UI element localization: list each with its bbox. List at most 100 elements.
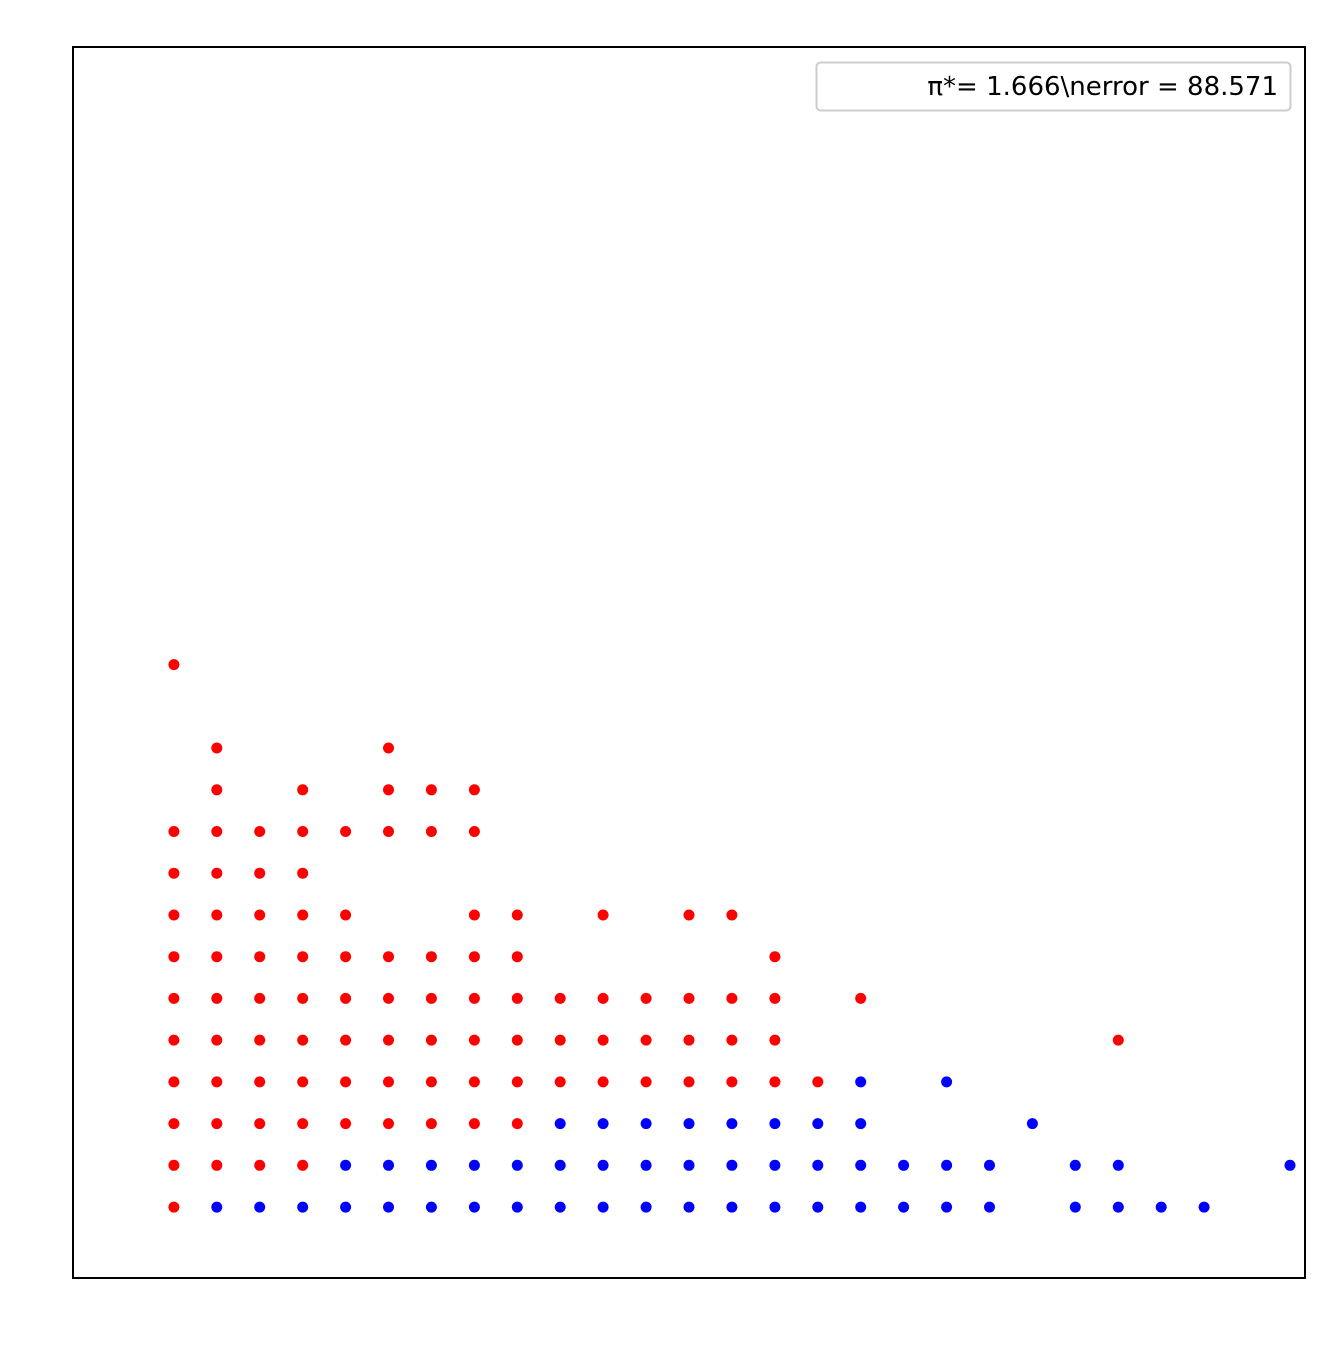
scatter-point (640, 1034, 652, 1046)
scatter-point (383, 1159, 394, 1171)
scatter-point (168, 826, 180, 837)
scatter-point (855, 1118, 867, 1130)
scatter-point (383, 1201, 394, 1213)
scatter-point (511, 1118, 523, 1130)
scatter-point (340, 826, 352, 837)
scatter-point (340, 1034, 352, 1046)
scatter-point (597, 1201, 609, 1213)
scatter-point (211, 826, 223, 837)
scatter-point (726, 1118, 738, 1130)
scatter-point (383, 826, 394, 837)
scatter-point (511, 1034, 523, 1046)
scatter-point (211, 742, 223, 754)
scatter-point (683, 1076, 695, 1088)
scatter-point (383, 1034, 394, 1046)
scatter-point (468, 1201, 480, 1213)
scatter-point (941, 1159, 953, 1171)
scatter-point (254, 1201, 266, 1213)
scatter-point (511, 1159, 523, 1171)
scatter-point (468, 1159, 480, 1171)
scatter-point (511, 909, 523, 921)
scatter-point (297, 909, 309, 921)
scatter-point (297, 867, 309, 879)
scatter-point (1112, 1159, 1124, 1171)
scatter-point (812, 1159, 824, 1171)
scatter-point (211, 909, 223, 921)
scatter-point (769, 1076, 781, 1088)
scatter-point (425, 1076, 437, 1088)
scatter-point (211, 784, 223, 796)
scatter-point (769, 1118, 781, 1130)
scatter-point (640, 1159, 652, 1171)
scatter-point (297, 1034, 309, 1046)
scatter-point (898, 1159, 910, 1171)
scatter-point (554, 1159, 566, 1171)
scatter-point (168, 1118, 180, 1130)
scatter-point (340, 951, 352, 963)
scatter-point (683, 1159, 695, 1171)
scatter-point (383, 1076, 394, 1088)
scatter-point (1069, 1201, 1081, 1213)
scatter-point (254, 1034, 266, 1046)
legend-label: π*= 1.666\nerror = 88.571 (927, 72, 1278, 102)
scatter-point (683, 992, 695, 1004)
scatter-point (726, 1076, 738, 1088)
scatter-point (683, 1118, 695, 1130)
scatter-point (726, 1159, 738, 1171)
scatter-point (984, 1201, 995, 1213)
scatter-point (340, 1118, 352, 1130)
scatter-point (554, 992, 566, 1004)
scatter-point (468, 951, 480, 963)
plot-frame (72, 46, 1306, 1279)
scatter-point (254, 826, 266, 837)
scatter-point (726, 909, 738, 921)
scatter-point (1155, 1201, 1167, 1213)
points-layer (168, 659, 1296, 1213)
scatter-point (383, 742, 394, 754)
scatter-point (554, 1201, 566, 1213)
scatter-point (254, 992, 266, 1004)
scatter-point (297, 1118, 309, 1130)
scatter-point (211, 1034, 223, 1046)
scatter-point (769, 951, 781, 963)
scatter-point (468, 992, 480, 1004)
scatter-point (340, 1076, 352, 1088)
scatter-point (168, 951, 180, 963)
scatter-point (769, 1201, 781, 1213)
scatter-point (554, 1034, 566, 1046)
scatter-point (425, 1118, 437, 1130)
scatter-point (254, 1159, 266, 1171)
scatter-point (211, 867, 223, 879)
scatter-point (1026, 1118, 1038, 1130)
scatter-point (597, 1118, 609, 1130)
scatter-point (340, 1159, 352, 1171)
scatter-point (211, 1201, 223, 1213)
scatter-point (425, 826, 437, 837)
scatter-point (812, 1201, 824, 1213)
scatter-point (726, 992, 738, 1004)
scatter-point (597, 909, 609, 921)
scatter-point (468, 1118, 480, 1130)
scatter-point (168, 1076, 180, 1088)
scatter-point (726, 1034, 738, 1046)
scatter-point (1284, 1159, 1296, 1171)
scatter-point (425, 1034, 437, 1046)
scatter-point (425, 784, 437, 796)
scatter-point (383, 784, 394, 796)
scatter-point (425, 1159, 437, 1171)
scatter-point (855, 1076, 867, 1088)
scatter-point (855, 1201, 867, 1213)
scatter-point (254, 867, 266, 879)
scatter-point (597, 1159, 609, 1171)
scatter-point (340, 992, 352, 1004)
scatter-point (468, 1034, 480, 1046)
scatter-point (640, 1076, 652, 1088)
scatter-point (511, 951, 523, 963)
scatter-point (511, 1076, 523, 1088)
scatter-point (211, 1159, 223, 1171)
scatter-point (211, 992, 223, 1004)
scatter-point (468, 1076, 480, 1088)
scatter-point (984, 1159, 995, 1171)
scatter-point (597, 1034, 609, 1046)
